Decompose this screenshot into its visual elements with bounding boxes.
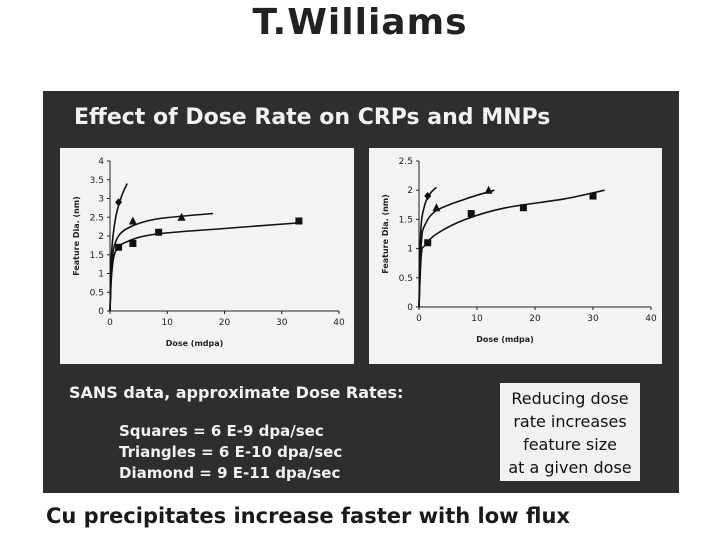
x-tick-label: 20 bbox=[219, 318, 231, 328]
rate-triangles: Triangles = 6 E-10 dpa/sec bbox=[119, 443, 343, 461]
x-tick-label: 10 bbox=[471, 314, 483, 324]
y-tick-label: 2 bbox=[98, 232, 104, 242]
chart-panel-left: 0 0.5 1 1.5 2 2.5 3 3.5 4 0 10 20 30 40 Dose (mdpa) Fea… bbox=[60, 148, 354, 364]
y-tick-label: 1 bbox=[407, 245, 413, 255]
y-tick-label: 0 bbox=[407, 303, 413, 313]
data-point-square bbox=[519, 204, 527, 212]
footer-caption: Cu precipitates increase faster with low… bbox=[46, 504, 570, 528]
y-tick-label: 2.5 bbox=[399, 157, 413, 167]
note-line: at a given dose bbox=[508, 458, 632, 477]
data-point-triangle bbox=[128, 216, 137, 225]
slide: Effect of Dose Rate on CRPs and MNPs 0 0.… bbox=[43, 91, 679, 493]
data-point-triangle bbox=[432, 203, 441, 212]
fit-curve bbox=[109, 212, 214, 312]
data-point-square bbox=[589, 192, 597, 200]
chart-panel-right: 0 0.5 1 1.5 2 2.5 0 10 20 30 40 Dose (mdpa) Feature … bbox=[369, 148, 662, 364]
fit-curve bbox=[109, 222, 299, 312]
y-tick-label: 1 bbox=[98, 270, 104, 280]
note-line: feature size bbox=[523, 435, 617, 454]
y-tick-label: 2.5 bbox=[90, 213, 104, 223]
data-point-triangle bbox=[177, 212, 186, 221]
data-point-diamond bbox=[115, 198, 123, 207]
y-tick-label: 0.5 bbox=[399, 274, 413, 284]
y-tick-label: 3 bbox=[98, 195, 104, 205]
fit-curve bbox=[418, 189, 495, 308]
data-point-square bbox=[115, 243, 123, 251]
dose-rate-list: Squares = 6 E-9 dpa/sec Triangles = 6 E-… bbox=[119, 421, 342, 484]
x-tick-label: 0 bbox=[107, 318, 113, 328]
data-point-square bbox=[295, 217, 303, 225]
y-tick-label: 1.5 bbox=[399, 215, 413, 225]
rate-squares: Squares = 6 E-9 dpa/sec bbox=[119, 422, 324, 440]
rate-diamond: Diamond = 9 E-11 dpa/sec bbox=[119, 464, 341, 482]
fit-curve bbox=[418, 186, 437, 308]
x-tick-label: 20 bbox=[529, 314, 541, 324]
data-point-triangle bbox=[484, 185, 493, 194]
sans-heading: SANS data, approximate Dose Rates: bbox=[69, 383, 404, 402]
slide-title: Effect of Dose Rate on CRPs and MNPs bbox=[74, 105, 551, 130]
chart-right: 0 0.5 1 1.5 2 2.5 0 10 20 30 40 Dose (mdpa) Feature … bbox=[381, 157, 657, 344]
note-line: rate increases bbox=[513, 412, 627, 431]
fit-curve bbox=[418, 189, 605, 308]
x-tick-label: 10 bbox=[162, 318, 174, 328]
x-axis-label: Dose (mdpa) bbox=[476, 335, 534, 344]
x-tick-label: 0 bbox=[416, 314, 422, 324]
y-tick-label: 4 bbox=[98, 157, 104, 167]
y-axis-label: Feature Dia. (nm) bbox=[381, 194, 390, 274]
data-point-square bbox=[129, 240, 137, 247]
x-tick-label: 40 bbox=[645, 314, 657, 324]
note-box: Reducing dose rate increases feature siz… bbox=[500, 383, 640, 481]
x-tick-label: 30 bbox=[587, 314, 599, 324]
fit-curve bbox=[109, 183, 128, 312]
y-tick-label: 1.5 bbox=[90, 251, 104, 261]
data-point-square bbox=[467, 210, 475, 218]
data-point-diamond bbox=[424, 192, 432, 201]
note-line: Reducing dose bbox=[511, 389, 629, 408]
data-point-square bbox=[155, 228, 163, 236]
x-axis-label: Dose (mdpa) bbox=[166, 339, 224, 348]
y-tick-label: 2 bbox=[407, 186, 413, 196]
y-tick-label: 0.5 bbox=[90, 288, 104, 298]
y-tick-label: 0 bbox=[98, 307, 104, 317]
y-axis-label: Feature Dia. (nm) bbox=[72, 196, 81, 276]
y-tick-label: 3.5 bbox=[90, 176, 104, 186]
x-tick-label: 40 bbox=[333, 318, 345, 328]
page-title: T.Williams bbox=[252, 2, 468, 43]
data-point-square bbox=[424, 239, 432, 247]
x-tick-label: 30 bbox=[276, 318, 288, 328]
